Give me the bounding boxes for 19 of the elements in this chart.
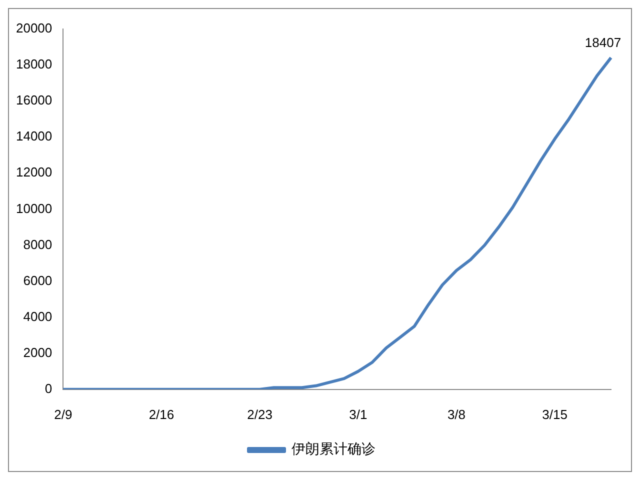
x-tick-label: 2/16 — [148, 406, 174, 422]
x-tick-label: 2/23 — [247, 406, 272, 422]
y-tick-label: 2000 — [23, 344, 52, 360]
data-label: 18407 — [584, 34, 622, 50]
y-tick-label: 18000 — [16, 56, 52, 72]
y-tick-label: 0 — [44, 380, 52, 396]
y-tick-label: 12000 — [16, 164, 52, 180]
y-tick-label: 4000 — [23, 308, 52, 324]
y-tick-label: 16000 — [16, 92, 52, 108]
x-tick-label: 3/1 — [349, 406, 368, 422]
y-tick-label: 6000 — [23, 272, 52, 288]
x-tick-label: 3/8 — [447, 406, 466, 422]
x-tick-label: 2/9 — [54, 406, 72, 422]
y-tick-label: 14000 — [16, 128, 52, 144]
y-tick-label: 10000 — [16, 200, 52, 216]
x-tick-label: 3/15 — [542, 406, 568, 422]
y-tick-label: 8000 — [23, 236, 52, 252]
y-tick-label: 20000 — [16, 20, 52, 36]
legend-label: 伊朗累计确诊 — [292, 442, 376, 458]
